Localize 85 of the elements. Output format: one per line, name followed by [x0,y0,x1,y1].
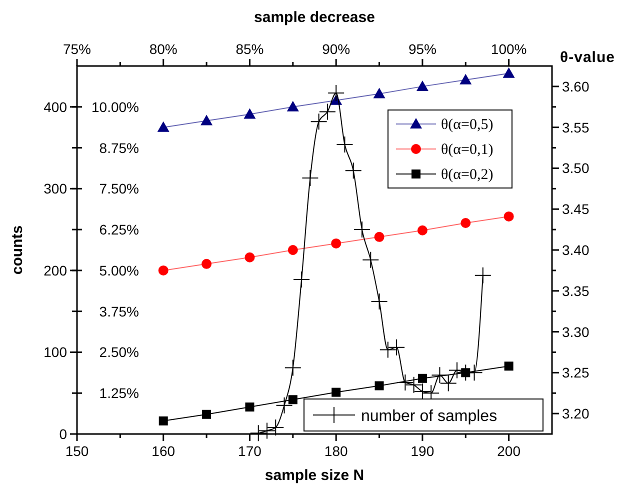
point [332,388,341,397]
y2-tick-label: 3.25 [562,364,590,381]
point [388,338,406,356]
point [328,84,345,102]
point [417,225,428,236]
point [344,162,362,180]
point [284,359,302,376]
point [331,238,342,248]
x-tick-label: 190 [410,443,434,459]
point [379,341,396,358]
point [157,121,170,132]
y2-tick-label: 3.45 [562,201,590,218]
x-tick-label: 170 [238,443,262,459]
y2-tick-label: 3.50 [562,160,590,176]
point [158,265,168,276]
x-tick-label: 200 [497,443,521,459]
point [460,218,471,228]
point [200,114,213,126]
point [288,245,298,255]
point [374,232,384,242]
x2-tick-label: 85% [236,41,264,57]
y3-tick-label: 7.50% [99,180,139,197]
point [504,362,514,371]
point [318,103,336,120]
point [373,88,386,98]
y-axis-title: counts [9,225,26,275]
point [276,396,293,414]
point [288,395,298,404]
y-tick-label: 0 [59,426,68,442]
point [362,251,380,268]
point [354,221,370,238]
legend-label: θ(α=0,1) [441,142,494,158]
point [202,410,212,419]
y3-tick-label: 5.00% [99,262,139,278]
point [267,418,284,436]
point [418,374,427,383]
point [202,258,212,269]
point [370,293,388,310]
point [310,113,328,130]
point [396,374,414,391]
y2-tick-label: 3.60 [562,78,590,94]
y3-tick-label: 8.75% [99,140,139,156]
y3-tick-label: 6.25% [99,222,139,238]
y2-axis-title: θ-value [560,49,615,66]
y-tick-label: 400 [44,98,68,115]
x-tick-label: 150 [65,443,89,459]
x-tick-label: 160 [152,443,176,459]
y2-tick-label: 3.40 [562,242,590,258]
point [474,266,492,284]
x2-tick-label: 80% [149,41,178,57]
point [416,80,428,91]
legend-label: θ(α=0,5) [441,117,494,133]
point [245,402,254,412]
point [244,108,256,119]
y3-tick-label: 1.25% [99,385,139,402]
x2-tick-label: 75% [62,41,92,57]
point [293,270,310,288]
point [244,252,255,262]
point [302,170,319,187]
y2-tick-label: 3.20 [562,406,590,422]
point [286,100,299,112]
y-tick-label: 300 [44,180,68,197]
y2-tick-label: 3.30 [562,324,590,340]
x-tick-label: 180 [324,443,348,459]
y2-tick-label: 3.35 [562,282,590,299]
y3-tick-label: 3.75% [99,303,139,320]
x2-tick-label: 90% [322,41,350,57]
y2-tick-label: 3.55 [562,119,590,136]
legend-label: θ(α=0,2) [441,167,494,183]
point [374,381,384,390]
point [502,67,515,78]
y3-tick-label: 2.50% [99,344,139,360]
point [336,136,354,154]
y-tick-label: 200 [44,262,68,278]
x2-tick-label: 95% [408,41,436,57]
x2-axis-title: sample decrease [254,9,375,26]
x-axis-title: sample size N [264,467,364,484]
point [504,211,514,222]
point [250,424,267,442]
point [460,74,472,84]
y-tick-label: 100 [44,344,68,360]
point [158,416,168,426]
legend-label: number of samples [361,408,498,425]
y3-tick-label: 10.00% [92,98,139,115]
x2-tick-label: 100% [490,41,527,57]
